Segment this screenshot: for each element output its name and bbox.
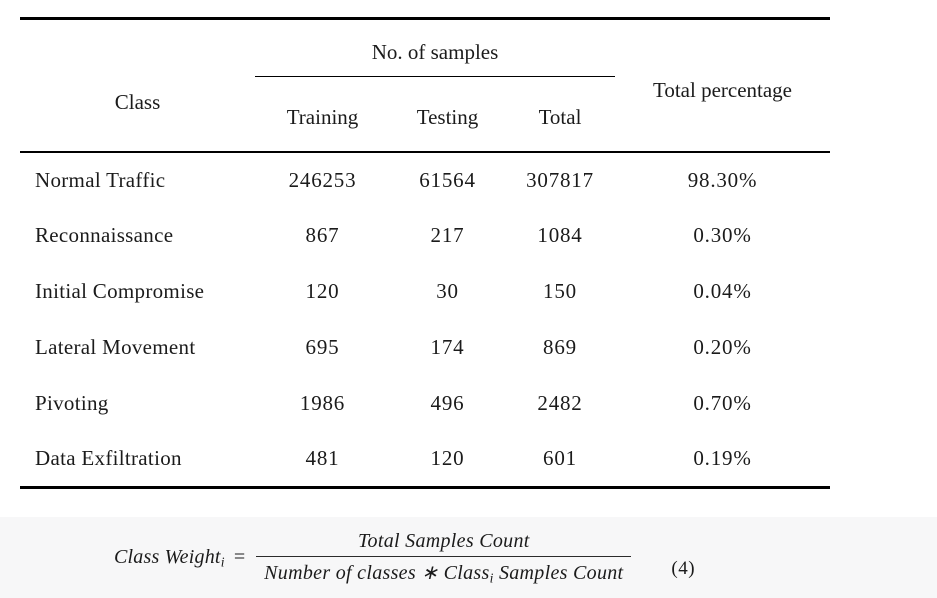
percentage-cell: 0.70% <box>693 391 752 415</box>
class-cell: Data Exfiltration <box>35 446 182 471</box>
class-cell: Normal Traffic <box>35 167 166 192</box>
class-cell: Pivoting <box>35 391 109 415</box>
testing-cell: 217 <box>430 223 465 247</box>
class-distribution-table: Class No. of samples Total percentage Tr… <box>20 17 830 489</box>
class-weight-equation: Class Weighti = Total Samples Count Numb… <box>0 517 937 598</box>
testing-cell: 496 <box>430 391 465 415</box>
testing-cell: 61564 <box>419 167 476 192</box>
total-cell: 2482 <box>537 391 583 415</box>
equation-numerator: Total Samples Count <box>357 530 530 552</box>
equation-fraction: Total Samples Count Number of classes ∗ … <box>256 530 632 586</box>
column-group-header-samples: No. of samples <box>255 18 615 77</box>
class-cell: Reconnaissance <box>35 223 174 247</box>
training-cell: 481 <box>305 446 340 471</box>
header-sub-row: Training Testing Total <box>20 77 830 152</box>
percentage-cell: 0.30% <box>693 223 752 247</box>
equation-denominator: Number of classes ∗ Classi Samples Count <box>256 556 632 586</box>
total-cell: 307817 <box>526 167 594 192</box>
equation-panel: Class Weighti = Total Samples Count Numb… <box>0 517 937 598</box>
equation-lhs-subscript: i <box>220 554 225 570</box>
class-cell: Lateral Movement <box>35 335 196 359</box>
training-cell: 1986 <box>299 391 346 415</box>
total-cell: 1084 <box>537 223 583 247</box>
column-header-testing: Testing <box>416 105 479 130</box>
total-cell: 150 <box>543 279 577 303</box>
table-row: Normal Traffic 246253 61564 307817 98.30… <box>20 152 830 208</box>
training-cell: 120 <box>305 279 340 303</box>
table-row: Lateral Movement 695 174 869 0.20% <box>20 320 830 376</box>
testing-cell: 174 <box>430 335 465 359</box>
equation-denominator-suffix: Samples Count <box>493 562 624 584</box>
table-row: Data Exfiltration 481 120 601 0.19% <box>20 432 830 488</box>
equation-lhs: Class Weighti <box>114 546 225 569</box>
equation-lhs-text: Class Weight <box>114 546 221 568</box>
table-row: Reconnaissance 867 217 1084 0.30% <box>20 208 830 264</box>
percentage-cell: 0.20% <box>693 335 752 359</box>
column-header-total: Total <box>538 105 582 130</box>
equation-denominator-prefix: Number of classes ∗ Class <box>264 562 490 584</box>
training-cell: 695 <box>305 335 340 359</box>
table-row: Pivoting 1986 496 2482 0.70% <box>20 376 830 432</box>
table-body: Normal Traffic 246253 61564 307817 98.30… <box>20 151 830 488</box>
column-header-total-percentage: Total percentage <box>652 77 793 102</box>
table-row: Initial Compromise 120 30 150 0.04% <box>20 264 830 320</box>
column-header-class: Class <box>114 89 161 114</box>
percentage-cell: 98.30% <box>687 167 758 192</box>
equation-equals-sign: = <box>232 546 247 568</box>
total-cell: 601 <box>543 446 577 471</box>
percentage-cell: 0.19% <box>693 446 752 471</box>
testing-cell: 120 <box>430 446 465 471</box>
equation-denominator-subscript: i <box>489 570 494 586</box>
table-header: Class No. of samples Total percentage Tr… <box>20 18 830 152</box>
total-cell: 869 <box>543 335 577 359</box>
class-cell: Initial Compromise <box>35 279 205 303</box>
training-cell: 867 <box>305 223 340 247</box>
testing-cell: 30 <box>436 279 459 303</box>
column-header-training: Training <box>286 105 359 130</box>
header-group-row: Class No. of samples Total percentage <box>20 18 830 114</box>
percentage-cell: 0.04% <box>693 279 752 303</box>
training-cell: 246253 <box>288 167 357 192</box>
equation-number: (4) <box>671 557 696 579</box>
